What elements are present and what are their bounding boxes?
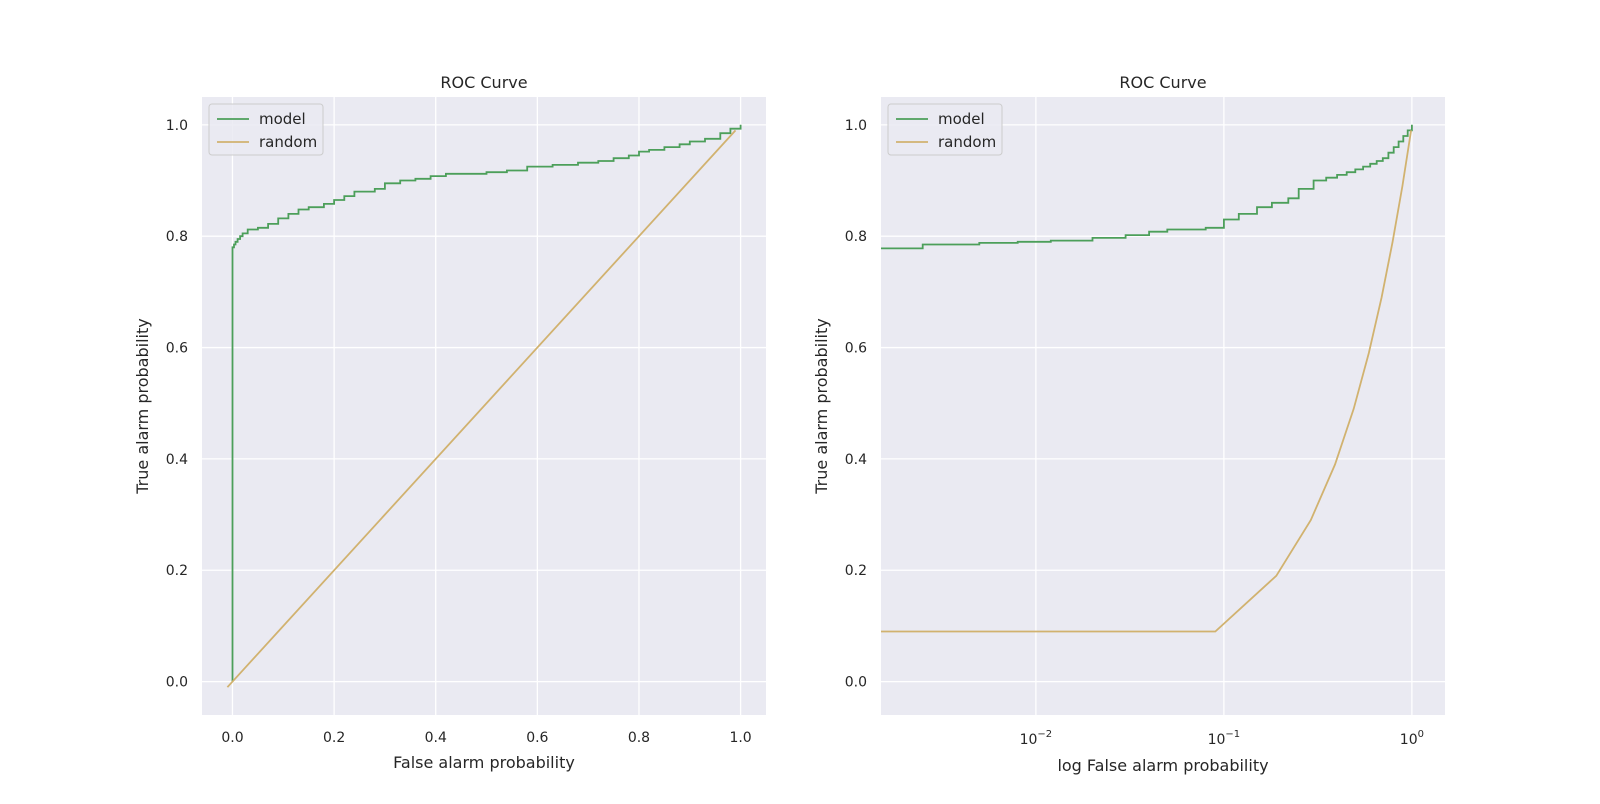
y-tick-label: 0.2	[845, 563, 867, 579]
legend-label: random	[938, 133, 996, 151]
x-tick-label: 10−2	[1020, 729, 1053, 748]
y-tick-label: 0.0	[845, 675, 867, 691]
series-line-model	[881, 124, 1413, 250]
x-tick-label: 0.4	[425, 730, 447, 746]
y-axis-label: True alarm probability	[133, 318, 152, 494]
series-line-random	[881, 130, 1412, 633]
x-tick-label: 0.0	[221, 730, 243, 746]
chart-title: ROC Curve	[440, 73, 527, 92]
y-axis-label: True alarm probability	[812, 318, 831, 494]
x-tick-label: 0.2	[323, 730, 345, 746]
y-tick-label: 0.2	[166, 563, 188, 579]
legend-label: random	[259, 133, 317, 151]
x-axis-label: False alarm probability	[393, 753, 575, 772]
y-tick-label: 0.8	[845, 229, 867, 245]
plot-area	[881, 97, 1445, 715]
series-line-model	[231, 124, 742, 682]
y-tick-label: 1.0	[166, 118, 188, 134]
chart-panel-2: 0.0 0.2 0.4 0.6 0.8 1.0 10−2 10−1 100 ROC Curve lo…	[812, 73, 1445, 775]
legend-label: model	[259, 110, 306, 128]
x-tick-label: 1.0	[729, 730, 751, 746]
y-tick-label: 1.0	[845, 118, 867, 134]
series-line-random	[226, 129, 737, 688]
y-tick-label: 0.4	[166, 452, 188, 468]
x-tick-label: 0.6	[526, 730, 548, 746]
y-tick-label: 0.4	[845, 452, 867, 468]
chart-title: ROC Curve	[1119, 73, 1206, 92]
y-tick-label: 0.6	[845, 341, 867, 357]
legend: model random	[887, 103, 1003, 156]
chart-panel-1: 0.0 0.2 0.4 0.6 0.8 1.0 0.0 0.2 0.4 0.6 0.8 1.0 ROC …	[133, 73, 766, 772]
y-tick-label: 0.0	[166, 675, 188, 691]
legend-label: model	[938, 110, 985, 128]
x-axis-label: log False alarm probability	[1057, 756, 1268, 775]
y-tick-label: 0.8	[166, 229, 188, 245]
x-tick-label: 100	[1400, 729, 1424, 748]
y-tick-label: 0.6	[166, 341, 188, 357]
legend: model random	[208, 103, 324, 156]
x-tick-label: 0.8	[628, 730, 650, 746]
x-tick-label: 10−1	[1208, 729, 1241, 748]
